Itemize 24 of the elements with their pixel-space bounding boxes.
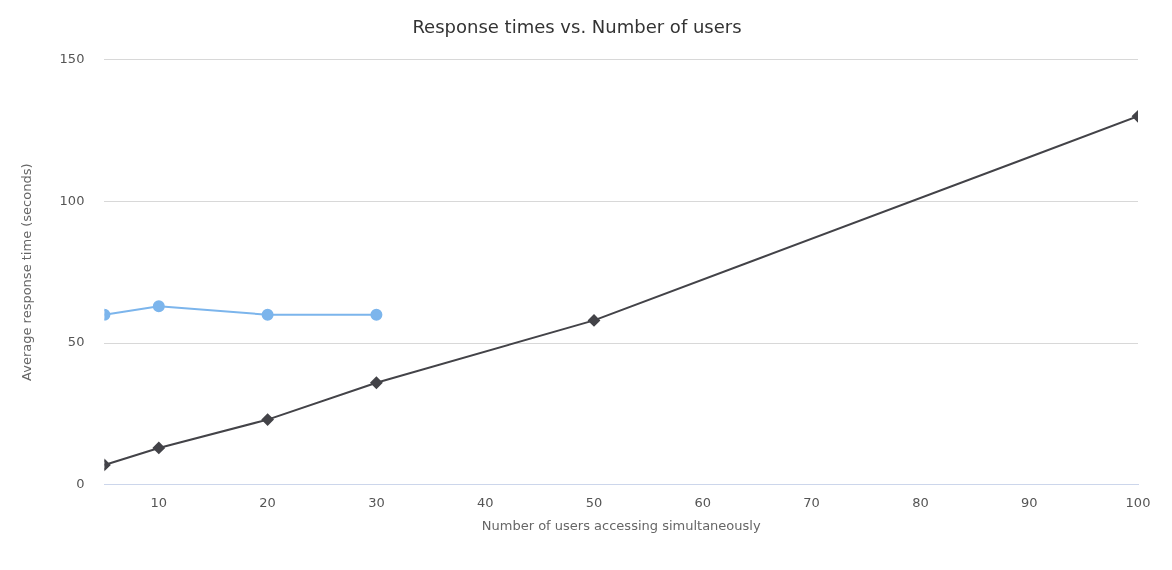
x-tick-label: 20 — [259, 494, 276, 510]
point — [152, 441, 165, 454]
x-tick-label: 80 — [912, 494, 929, 510]
point — [261, 413, 274, 426]
y-tick-label: 0 — [76, 476, 85, 492]
x-tick-label: 40 — [476, 494, 494, 510]
point — [261, 308, 274, 321]
point — [152, 300, 165, 313]
point — [370, 376, 383, 389]
x-tick-label: 60 — [694, 494, 712, 510]
x-tick-label: 70 — [803, 494, 820, 510]
y-tick-label: 50 — [67, 334, 85, 350]
y-axis-title: Average response time (seconds) — [19, 163, 35, 381]
point — [588, 314, 601, 327]
x-tick-label: 50 — [585, 494, 603, 510]
y-tick-label: 150 — [59, 50, 85, 66]
x-tick-label: 30 — [368, 494, 385, 510]
point — [370, 308, 383, 321]
y-tick-label: 100 — [59, 192, 85, 208]
x-axis-title: Number of users accessing simultaneously — [481, 517, 761, 533]
x-tick-label: 10 — [150, 494, 168, 510]
x-tick-label: 100 — [1125, 494, 1151, 510]
x-tick-label: 90 — [1020, 494, 1038, 510]
chart-title: Response times vs. Number of users — [412, 16, 742, 38]
